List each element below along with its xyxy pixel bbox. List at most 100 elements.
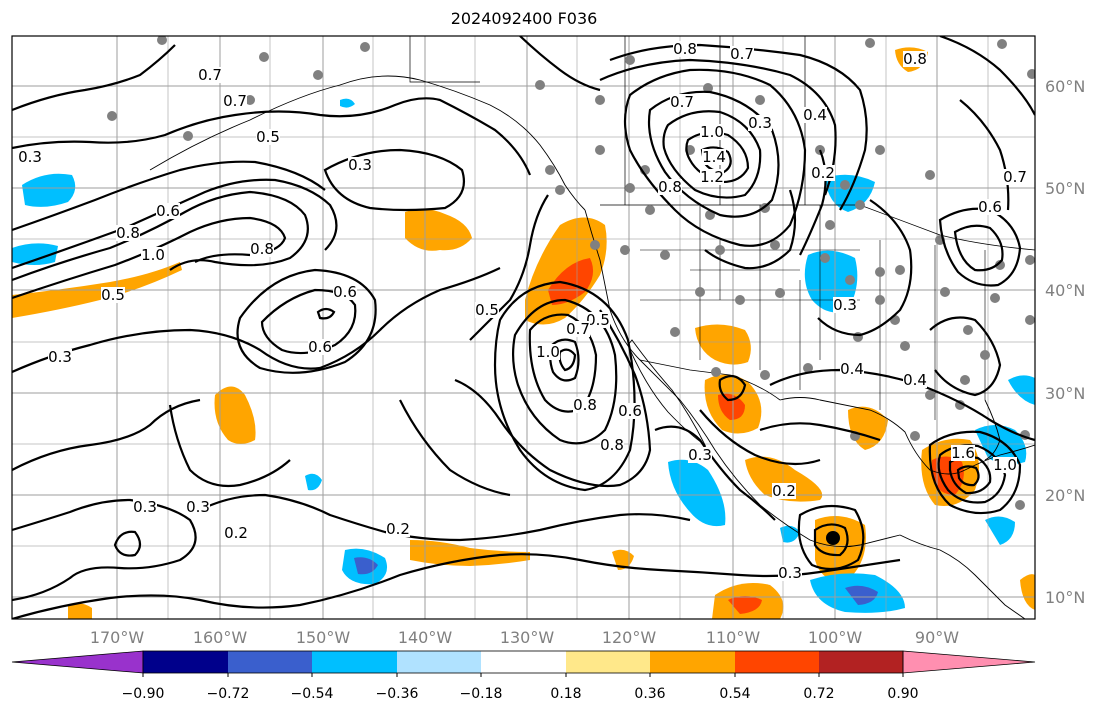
contour-line: [647, 90, 780, 218]
contour-label: 0.3: [688, 446, 712, 464]
contour-label-bg: [618, 403, 642, 419]
contour-label: 0.5: [586, 311, 610, 329]
colorbar-segment: [397, 651, 481, 673]
contour-line: [718, 374, 747, 402]
station-dot: [755, 95, 765, 105]
contour-label: 1.4: [702, 148, 726, 166]
contour-label-bg: [700, 169, 724, 185]
contour-line: [549, 338, 580, 382]
contour-line: [12, 97, 532, 176]
station-dot: [840, 180, 850, 190]
station-dot: [963, 325, 973, 335]
longitude-label: 90°W: [915, 628, 959, 647]
station-dot: [183, 131, 193, 141]
contour-label: 0.4: [903, 371, 927, 389]
colorbar: −0.90 −0.72 −0.54 −0.36 −0.18 0.18 0.36 0.54 0.7…: [11, 650, 1036, 702]
contour-line: [12, 498, 197, 602]
negative-area: [845, 585, 878, 605]
colorbar-segment: [228, 651, 312, 673]
colorbar-segment: [566, 651, 650, 673]
contour-label-bg: [730, 46, 754, 62]
contour-label-bg: [951, 445, 975, 461]
contour-label: 0.2: [386, 520, 410, 538]
station-dot: [865, 38, 875, 48]
station-dot: [1027, 69, 1035, 79]
contour-label: 0.6: [333, 283, 357, 301]
contour-line: [558, 348, 577, 372]
contour-line: [519, 36, 601, 92]
contour-label-bg: [333, 284, 357, 300]
contour-label: 0.3: [778, 564, 802, 582]
colorbar-frame: [142, 650, 904, 674]
station-dot: [695, 287, 705, 297]
latitude-labels: 60°N 50°N 40°N 30°N 20°N 10°N: [1045, 77, 1085, 607]
contour-line: [493, 280, 636, 492]
station-dot: [875, 145, 885, 155]
contour-label-bg: [670, 94, 694, 110]
station-dot: [313, 70, 323, 80]
contour-label: 0.7: [223, 92, 247, 110]
colorbar-tick-label: −0.72: [207, 686, 250, 702]
station-dot: [735, 295, 745, 305]
station-dot: [620, 245, 630, 255]
contour-label-bg: [48, 349, 72, 365]
positive-area: [745, 456, 823, 502]
contour-label: 0.8: [600, 436, 624, 454]
contour-line: [704, 189, 797, 270]
contour-label: 0.3: [48, 348, 72, 366]
negative-area: [780, 525, 800, 543]
map-plot-area: 0.8 0.70.70.70.50.30.30.70.81.01.41.20.3 0…: [12, 36, 1035, 619]
contour-line: [685, 131, 750, 184]
station-dot: [107, 111, 117, 121]
contour-label: 0.5: [256, 128, 280, 146]
storm-center-marker: [826, 531, 840, 545]
contour-line: [12, 190, 309, 282]
contour-line: [813, 523, 849, 557]
contour-label-bg: [702, 149, 726, 165]
colorbar-tick-label: 0.36: [634, 686, 665, 702]
contour-label-bg: [1003, 169, 1027, 185]
longitude-label: 150°W: [296, 628, 351, 647]
contour-label: 0.5: [101, 286, 125, 304]
contour-label-bg: [833, 297, 857, 313]
contour-label-bg: [700, 124, 724, 140]
contour-label: 0.8: [903, 50, 927, 68]
contour-line: [956, 465, 980, 487]
contour-line: [12, 267, 501, 374]
gulf-of-mexico-coast: [779, 397, 1035, 475]
colorbar-tick-label: 0.18: [550, 686, 581, 702]
contour-label: 0.3: [18, 148, 42, 166]
alaska-coast: [149, 75, 586, 211]
contour-line: [12, 398, 201, 471]
contour-line: [399, 399, 511, 497]
contour-label-bg: [748, 115, 772, 131]
station-dot: [803, 363, 813, 373]
contour-label: 0.2: [811, 164, 835, 182]
contour-label: 1.0: [536, 343, 560, 361]
contour-label-bg: [978, 199, 1002, 215]
contour-label: 1.0: [993, 456, 1017, 474]
colorbar-tick-label: −0.18: [460, 686, 503, 702]
contour-label-bg: [673, 41, 697, 57]
contour-label-bg: [133, 499, 157, 515]
longitude-label: 110°W: [706, 628, 761, 647]
negative-area: [22, 173, 76, 207]
negative-area: [1008, 375, 1035, 405]
contour-line: [323, 148, 466, 212]
station-dot: [820, 253, 830, 263]
contour-lines: [12, 36, 1035, 619]
contour-label: 0.6: [978, 198, 1002, 216]
colorbar-tick-label: −0.54: [291, 686, 334, 702]
contour-line: [469, 194, 549, 341]
contour-line: [511, 298, 618, 445]
station-dot: [625, 183, 635, 193]
contour-line: [817, 199, 913, 337]
contour-label-bg: [475, 302, 499, 318]
station-dot: [845, 275, 855, 285]
us-state-lines: [640, 205, 986, 420]
contour-label-bg: [573, 397, 597, 413]
station-dot: [875, 295, 885, 305]
contour-label: 0.3: [186, 498, 210, 516]
station-dot: [990, 293, 1000, 303]
latitude-label: 40°N: [1045, 281, 1085, 300]
